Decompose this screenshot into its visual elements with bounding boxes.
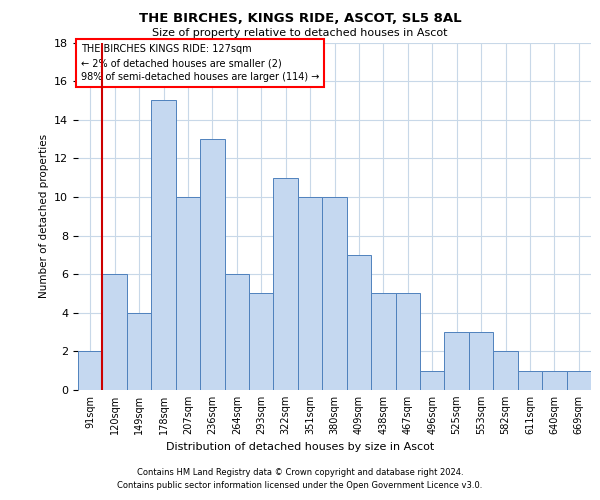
Bar	[151, 100, 176, 390]
Bar	[469, 332, 493, 390]
Text: THE BIRCHES, KINGS RIDE, ASCOT, SL5 8AL: THE BIRCHES, KINGS RIDE, ASCOT, SL5 8AL	[139, 12, 461, 26]
Bar	[518, 370, 542, 390]
Bar	[224, 274, 249, 390]
Bar	[371, 294, 395, 390]
Bar	[347, 255, 371, 390]
Text: Contains HM Land Registry data © Crown copyright and database right 2024.: Contains HM Land Registry data © Crown c…	[137, 468, 463, 477]
Bar	[78, 352, 103, 390]
Text: Contains public sector information licensed under the Open Government Licence v3: Contains public sector information licen…	[118, 480, 482, 490]
Text: THE BIRCHES KINGS RIDE: 127sqm
← 2% of detached houses are smaller (2)
98% of se: THE BIRCHES KINGS RIDE: 127sqm ← 2% of d…	[80, 44, 319, 82]
Bar	[274, 178, 298, 390]
Text: Distribution of detached houses by size in Ascot: Distribution of detached houses by size …	[166, 442, 434, 452]
Bar	[566, 370, 591, 390]
Bar	[542, 370, 566, 390]
Bar	[493, 352, 518, 390]
Bar	[249, 294, 274, 390]
Text: Size of property relative to detached houses in Ascot: Size of property relative to detached ho…	[152, 28, 448, 38]
Bar	[127, 313, 151, 390]
Bar	[395, 294, 420, 390]
Bar	[298, 197, 322, 390]
Bar	[445, 332, 469, 390]
Bar	[176, 197, 200, 390]
Bar	[103, 274, 127, 390]
Bar	[420, 370, 445, 390]
Bar	[322, 197, 347, 390]
Y-axis label: Number of detached properties: Number of detached properties	[38, 134, 49, 298]
Bar	[200, 139, 224, 390]
